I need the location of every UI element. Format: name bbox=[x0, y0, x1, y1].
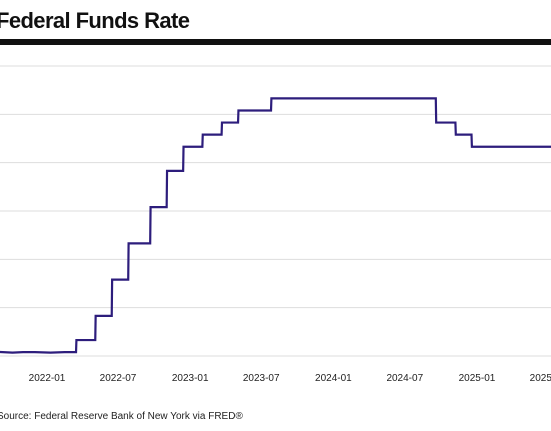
title-rule bbox=[0, 39, 551, 45]
x-tick-label: 2025-01 bbox=[459, 373, 496, 384]
series-layer bbox=[0, 97, 551, 354]
x-tick-label: 2023-07 bbox=[243, 373, 280, 384]
x-tick-label: 2025-07 bbox=[530, 373, 551, 384]
chart: 2022-01 2022-07 2023-01 2023-07 2024-01 2024-… bbox=[0, 65, 551, 384]
x-tick-label: 2024-07 bbox=[386, 373, 423, 384]
x-tick-label: 2022-01 bbox=[29, 373, 66, 384]
series-line bbox=[0, 97, 551, 354]
x-tick-label: 2024-01 bbox=[315, 373, 352, 384]
source-note: Source: Federal Reserve Bank of New York… bbox=[0, 411, 243, 422]
chart-title: Federal Funds Rate bbox=[0, 8, 190, 33]
x-tick-label: 2022-07 bbox=[100, 373, 137, 384]
x-axis: 2022-01 2022-07 2023-01 2023-07 2024-01 2024-… bbox=[29, 373, 551, 384]
x-tick-label: 2023-01 bbox=[172, 373, 209, 384]
gridlines bbox=[0, 65, 551, 357]
